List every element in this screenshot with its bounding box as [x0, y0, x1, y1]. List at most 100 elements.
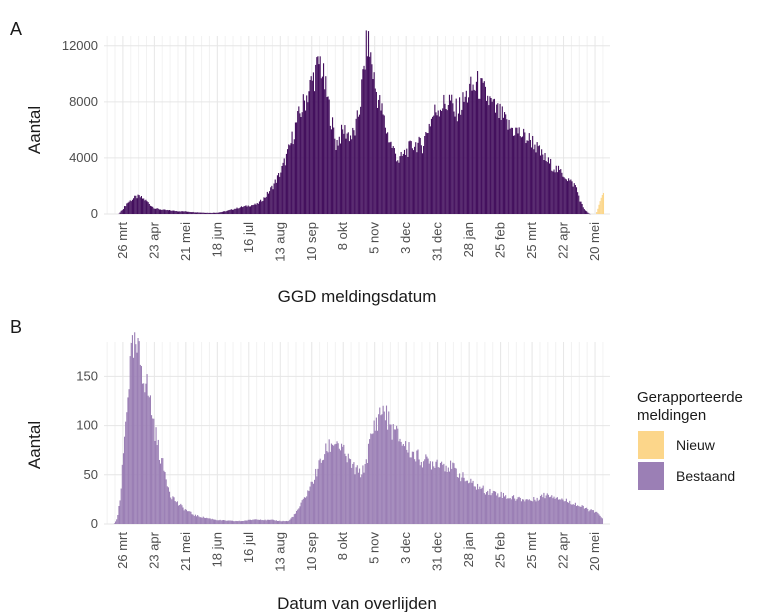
bar-bestaand: [496, 104, 498, 214]
bar-bestaand: [539, 495, 542, 524]
bar-bestaand: [282, 162, 284, 214]
plot-b-y-ticks: 0 50 100 150: [76, 368, 98, 531]
bar-bestaand: [565, 179, 567, 214]
bar-bestaand: [244, 205, 246, 214]
bar-bestaand: [143, 383, 145, 524]
bar-bestaand: [198, 212, 200, 214]
bar-bestaand: [312, 483, 314, 524]
y-tick-label: 50: [84, 467, 98, 482]
bar-bestaand: [224, 211, 226, 214]
bar-bestaand: [405, 154, 407, 214]
bar-bestaand: [527, 140, 529, 214]
bar-bestaand: [219, 519, 221, 524]
bar-bestaand: [514, 135, 516, 214]
bar-bestaand: [379, 95, 381, 214]
bar-bestaand: [126, 412, 128, 524]
bar-bestaand: [166, 209, 168, 214]
bar-bestaand: [243, 206, 245, 214]
bar-bestaand: [137, 338, 139, 524]
bar-bestaand: [448, 94, 451, 214]
bar-bestaand: [600, 517, 602, 524]
bar-bestaand: [230, 209, 232, 214]
bar-bestaand: [473, 89, 475, 214]
bar-bestaand: [512, 495, 515, 524]
bar-bestaand: [382, 114, 384, 214]
bar-bestaand: [204, 212, 207, 214]
bar-bestaand: [226, 210, 228, 214]
bar-bestaand: [568, 178, 570, 214]
bar-bestaand: [274, 179, 276, 214]
bar-bestaand: [457, 477, 460, 524]
bar-bestaand: [547, 157, 549, 214]
bar-bestaand: [326, 97, 328, 214]
bar-bestaand: [599, 515, 601, 524]
bar-bestaand: [247, 205, 249, 214]
bar-bestaand: [418, 459, 420, 524]
y-tick-label: 8000: [69, 94, 98, 109]
x-tick-label: 21 mei: [178, 222, 193, 261]
bar-bestaand: [285, 153, 288, 214]
bar-bestaand: [390, 141, 392, 214]
bar-nieuw: [600, 197, 602, 214]
bar-bestaand: [561, 172, 563, 214]
bar-bestaand: [274, 520, 276, 524]
bar-bestaand: [321, 76, 323, 214]
bar-bestaand: [387, 132, 389, 214]
bar-bestaand: [372, 433, 374, 524]
bar-bestaand: [478, 489, 480, 524]
bar-bestaand: [204, 518, 207, 524]
bar-bestaand: [344, 453, 346, 524]
bar-bestaand: [362, 465, 364, 524]
bar-bestaand: [233, 521, 235, 524]
bar-bestaand: [346, 462, 348, 524]
bar-bestaand: [569, 500, 571, 524]
bar-bestaand: [486, 492, 488, 524]
bar-bestaand: [393, 148, 395, 214]
bar-bestaand: [266, 191, 268, 214]
bar-bestaand: [290, 518, 292, 524]
x-tick-label: 31 dec: [430, 532, 445, 572]
bar-bestaand: [429, 461, 431, 524]
bar-bestaand: [433, 466, 435, 524]
bar-bestaand: [351, 467, 353, 524]
bar-bestaand: [360, 106, 362, 214]
bar-bestaand: [428, 463, 430, 524]
bar-bestaand: [517, 133, 519, 214]
bar-bestaand: [569, 180, 571, 214]
bar-bestaand: [353, 462, 355, 524]
bar-bestaand: [168, 210, 171, 214]
bar-bestaand: [398, 441, 400, 524]
bar-bestaand: [227, 520, 229, 524]
bar-bestaand: [396, 425, 398, 524]
bar-bestaand: [231, 520, 234, 524]
bar-bestaand: [202, 212, 204, 214]
bar-bestaand: [298, 508, 300, 524]
bar-bestaand: [533, 149, 535, 214]
bar-bestaand: [406, 148, 408, 214]
y-tick-label: 4000: [69, 150, 98, 165]
bar-bestaand: [555, 165, 557, 214]
bar-bestaand: [200, 212, 202, 214]
bar-bestaand: [365, 459, 367, 524]
bar-bestaand: [167, 487, 169, 524]
bar-bestaand: [445, 108, 447, 214]
bar-bestaand: [354, 474, 356, 524]
bar-bestaand: [336, 140, 338, 214]
bar-bestaand: [188, 211, 190, 214]
bar-bestaand: [502, 117, 504, 214]
bar-bestaand: [235, 520, 237, 524]
bar-bestaand: [170, 497, 172, 524]
bar-bestaand: [455, 468, 457, 524]
bar-bestaand: [325, 76, 327, 214]
bar-bestaand: [256, 203, 258, 214]
bar-bestaand: [347, 453, 349, 524]
bar-bestaand: [499, 496, 501, 524]
bar-bestaand: [357, 472, 359, 524]
bar-bestaand: [556, 497, 558, 524]
bar-bestaand: [365, 30, 367, 214]
bar-bestaand: [147, 202, 149, 214]
bar-bestaand: [374, 88, 376, 214]
bar-bestaand: [370, 52, 372, 215]
bar-bestaand: [532, 501, 534, 524]
bar-bestaand: [572, 186, 574, 214]
